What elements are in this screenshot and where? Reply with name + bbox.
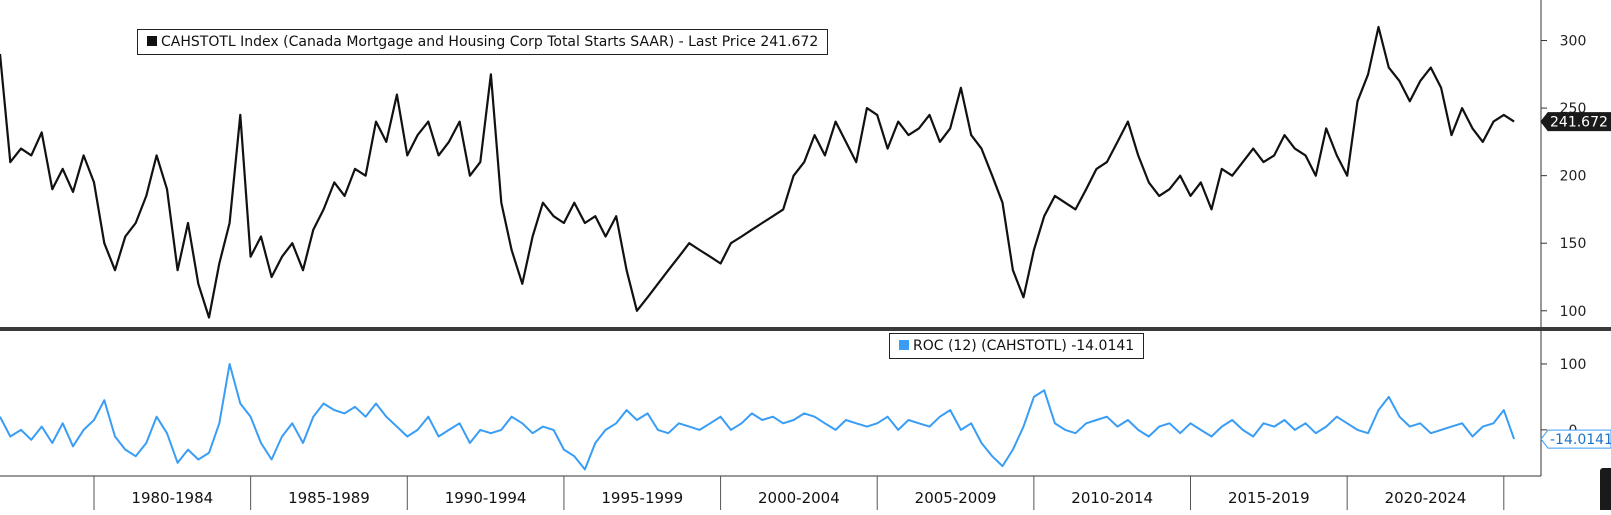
y-tick-label: 100 [1560, 304, 1587, 320]
last-value-badge [1540, 112, 1611, 132]
price-legend-text: CAHSTOTL Index (Canada Mortgage and Hous… [161, 34, 819, 50]
roc-legend: ROC (12) (CAHSTOTL) -14.0141 [889, 333, 1145, 359]
last-value-text: -14.0141 [1550, 432, 1611, 448]
y-tick-label: 300 [1560, 34, 1587, 50]
x-tick-label: 1995-1999 [601, 489, 683, 507]
y-tick-label: 200 [1560, 169, 1587, 185]
roc-legend-swatch [899, 340, 909, 350]
last-value-text: 241.672 [1550, 115, 1608, 131]
x-tick-label: 1980-1984 [131, 489, 213, 507]
panel-divider[interactable] [0, 327, 1611, 331]
x-tick-label: 2015-2019 [1228, 489, 1310, 507]
roc-legend-text: ROC (12) (CAHSTOTL) -14.0141 [913, 338, 1135, 354]
x-tick-label: 2010-2014 [1071, 489, 1153, 507]
x-tick-label: 2000-2004 [758, 489, 840, 507]
x-tick-label: 1990-1994 [445, 489, 527, 507]
x-tick-label: 2020-2024 [1385, 489, 1467, 507]
y-tick-label: 100 [1560, 357, 1587, 373]
scroll-handle[interactable] [1600, 468, 1611, 510]
y-tick-label: 150 [1560, 236, 1587, 252]
price-legend-swatch [147, 36, 157, 46]
price-legend: CAHSTOTL Index (Canada Mortgage and Hous… [137, 29, 829, 55]
x-tick-label: 1985-1989 [288, 489, 370, 507]
roc-last-value-label: -14.0141 [1540, 429, 1611, 449]
price-last-value-label: 241.672 [1540, 112, 1611, 132]
roc-series-line [0, 363, 1516, 471]
price-series-line [0, 25, 1515, 319]
last-value-badge [1540, 429, 1611, 449]
x-tick-label: 2005-2009 [915, 489, 997, 507]
